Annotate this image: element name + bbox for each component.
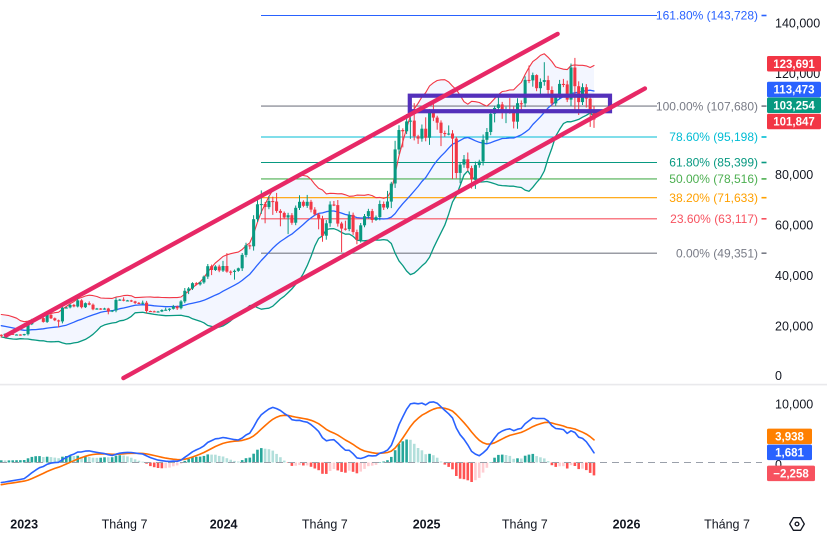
svg-text:2026: 2026 <box>613 518 641 532</box>
svg-text:101,847: 101,847 <box>773 117 815 129</box>
svg-text:Tháng 7: Tháng 7 <box>502 518 548 532</box>
svg-text:−2,258: −2,258 <box>773 468 809 480</box>
svg-text:50.00% (78,516): 50.00% (78,516) <box>669 172 758 186</box>
svg-text:100.00% (107,680): 100.00% (107,680) <box>656 99 758 113</box>
svg-text:161.80% (143,728): 161.80% (143,728) <box>656 9 758 23</box>
svg-text:40,000: 40,000 <box>775 269 813 283</box>
svg-text:0: 0 <box>775 458 782 472</box>
svg-text:0: 0 <box>775 369 782 383</box>
svg-text:2024: 2024 <box>210 518 238 532</box>
svg-text:123,691: 123,691 <box>773 59 815 71</box>
svg-text:Tháng 7: Tháng 7 <box>704 518 750 532</box>
svg-text:60,000: 60,000 <box>775 219 813 233</box>
svg-text:Tháng 7: Tháng 7 <box>302 518 348 532</box>
svg-text:80,000: 80,000 <box>775 168 813 182</box>
svg-text:113,473: 113,473 <box>774 85 815 97</box>
svg-text:78.60% (95,198): 78.60% (95,198) <box>669 130 758 144</box>
svg-text:61.80% (85,399): 61.80% (85,399) <box>669 156 758 170</box>
svg-text:2025: 2025 <box>413 518 441 532</box>
svg-text:23.60% (63,117): 23.60% (63,117) <box>670 212 758 226</box>
svg-text:1,681: 1,681 <box>775 448 804 460</box>
svg-text:20,000: 20,000 <box>775 320 813 334</box>
svg-text:Tháng 7: Tháng 7 <box>102 518 148 532</box>
svg-text:10,000: 10,000 <box>775 397 813 411</box>
svg-text:3,938: 3,938 <box>775 431 804 443</box>
svg-text:103,254: 103,254 <box>773 100 815 112</box>
svg-text:140,000: 140,000 <box>775 16 820 30</box>
svg-text:2023: 2023 <box>10 518 38 532</box>
svg-text:38.20% (71,633): 38.20% (71,633) <box>669 191 758 205</box>
svg-text:0.00% (49,351): 0.00% (49,351) <box>676 246 758 260</box>
